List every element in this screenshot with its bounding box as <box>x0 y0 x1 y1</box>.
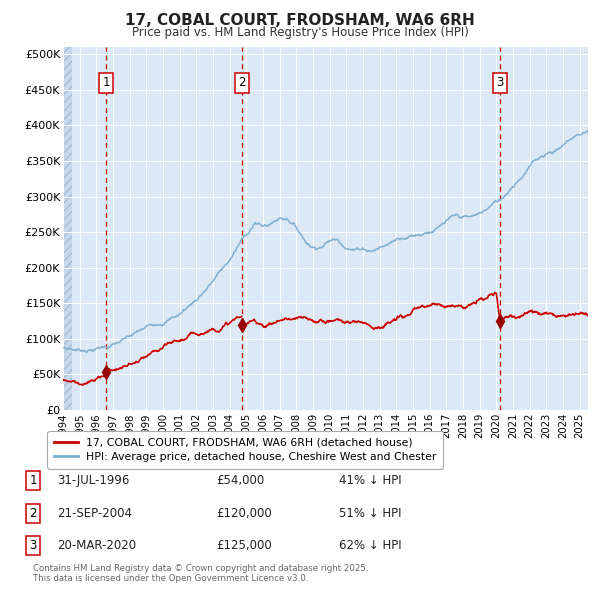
Text: 51% ↓ HPI: 51% ↓ HPI <box>339 507 401 520</box>
Text: 3: 3 <box>29 539 37 552</box>
Text: £125,000: £125,000 <box>216 539 272 552</box>
Text: 20-MAR-2020: 20-MAR-2020 <box>57 539 136 552</box>
Text: 17, COBAL COURT, FRODSHAM, WA6 6RH: 17, COBAL COURT, FRODSHAM, WA6 6RH <box>125 13 475 28</box>
Text: 31-JUL-1996: 31-JUL-1996 <box>57 474 130 487</box>
Text: Price paid vs. HM Land Registry's House Price Index (HPI): Price paid vs. HM Land Registry's House … <box>131 26 469 39</box>
Bar <box>63 47 72 410</box>
Bar <box>63 47 72 410</box>
Text: 1: 1 <box>102 76 110 89</box>
Text: 3: 3 <box>496 76 503 89</box>
Text: 1: 1 <box>29 474 37 487</box>
Text: 62% ↓ HPI: 62% ↓ HPI <box>339 539 401 552</box>
Text: £54,000: £54,000 <box>216 474 264 487</box>
Text: 21-SEP-2004: 21-SEP-2004 <box>57 507 132 520</box>
Text: £120,000: £120,000 <box>216 507 272 520</box>
Legend: 17, COBAL COURT, FRODSHAM, WA6 6RH (detached house), HPI: Average price, detache: 17, COBAL COURT, FRODSHAM, WA6 6RH (deta… <box>47 431 443 468</box>
Text: Contains HM Land Registry data © Crown copyright and database right 2025.
This d: Contains HM Land Registry data © Crown c… <box>33 563 368 583</box>
Text: 2: 2 <box>238 76 245 89</box>
Text: 41% ↓ HPI: 41% ↓ HPI <box>339 474 401 487</box>
Text: 2: 2 <box>29 507 37 520</box>
